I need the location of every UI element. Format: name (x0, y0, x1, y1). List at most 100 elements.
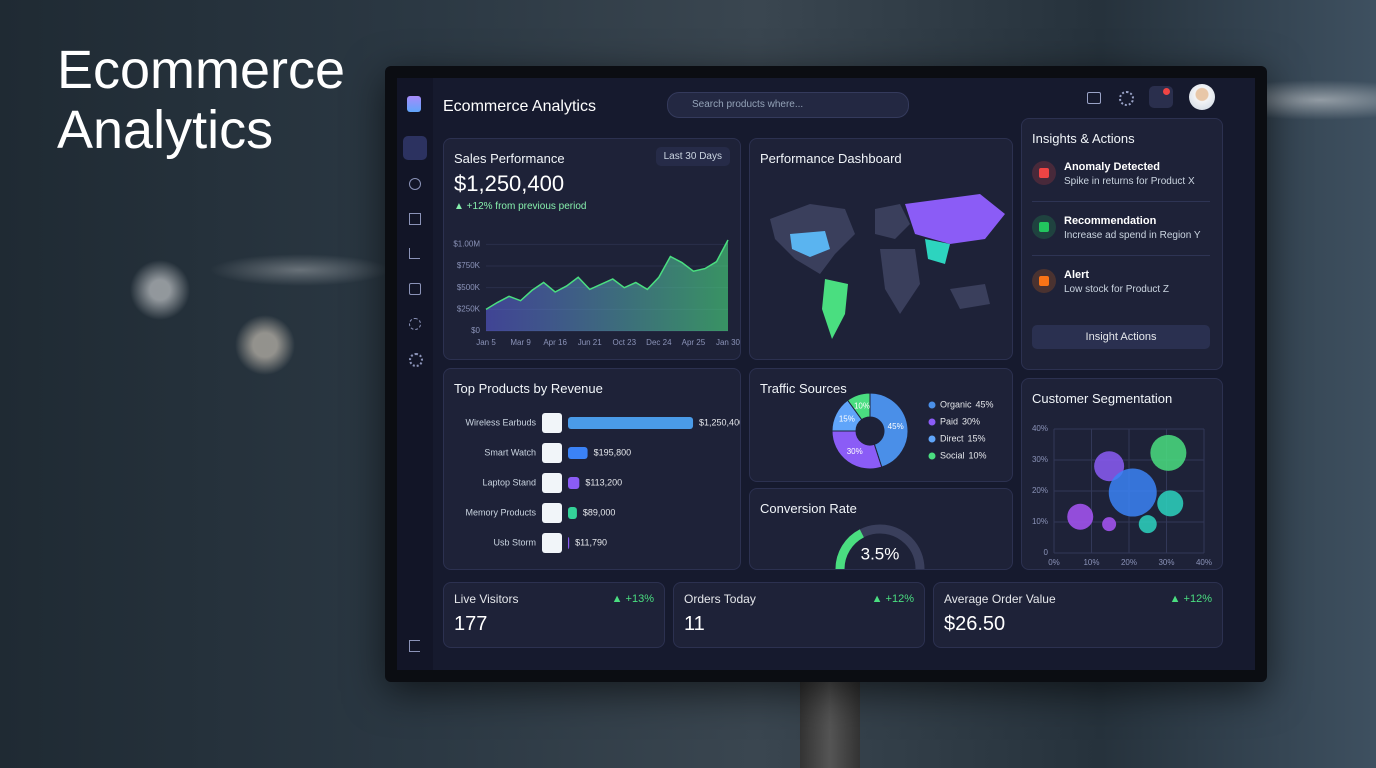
panel-title: Insights & Actions (1032, 131, 1135, 146)
sales-panel: Sales Performance Last 30 Days $1,250,40… (443, 138, 741, 360)
x-tick-label: Apr 16 (543, 338, 567, 347)
insight-title: Anomaly Detected (1064, 161, 1160, 173)
category-label: Smart Watch (484, 447, 536, 457)
settings-button[interactable] (1119, 91, 1134, 106)
insight-dot (1039, 168, 1049, 178)
insight-icon (1032, 269, 1056, 293)
y-tick-label: 30% (1032, 455, 1048, 464)
traffic-panel: Traffic Sources 45% Organic 45% 30% Paid 30% 1… (749, 368, 1013, 482)
bar-chart: Wireless Earbuds $1,250,400 Smart Watch $19… (465, 413, 740, 553)
nav-icon[interactable] (409, 283, 421, 295)
panel-title: Traffic Sources (760, 381, 847, 396)
nav-dashboard[interactable] (403, 136, 427, 160)
slice-label: 45% (888, 422, 904, 431)
kpi-value: $26.50 (944, 613, 1006, 635)
value-label: $195,800 (594, 447, 632, 457)
x-tick-label: 0% (1048, 558, 1060, 567)
nav-icon[interactable] (409, 318, 421, 330)
bubble (1138, 515, 1157, 534)
legend-value: 10% (969, 450, 987, 460)
nav-icon[interactable] (409, 178, 421, 190)
kpi-value: 177 (454, 613, 488, 635)
bar (568, 507, 577, 519)
product-thumbnail (542, 443, 562, 463)
kpi-label: Average Order Value (944, 592, 1056, 606)
insights-panel: Insights & Actions Insight Actions Anoma… (1021, 118, 1223, 370)
slice-label: 10% (854, 401, 870, 410)
y-tick-label: 0 (1044, 548, 1049, 557)
legend-label: Paid (940, 416, 958, 426)
product-thumbnail (542, 533, 562, 553)
logo (407, 96, 421, 112)
gauge-value: 3.5% (861, 544, 900, 563)
insight-text: Spike in returns for Product X (1064, 176, 1195, 187)
kpi-card: Average Order Value $26.50 ▲ +12% (933, 582, 1223, 648)
bubble-chart: 0 10% 20% 30% 40% 0% 10% 20% 30% 40% (1032, 424, 1212, 567)
category-label: Memory Products (465, 507, 536, 517)
x-tick-label: 10% (1083, 558, 1099, 567)
nav-icon[interactable] (409, 248, 420, 259)
bubble (1157, 490, 1184, 517)
calendar-button[interactable] (1087, 92, 1101, 104)
monitor-stand (800, 682, 860, 768)
x-tick-label: 20% (1121, 558, 1137, 567)
x-tick-label: Dec 24 (646, 338, 672, 347)
nav-logout[interactable] (409, 640, 420, 652)
search-box[interactable]: Search products where... (667, 92, 909, 118)
screen: Ecommerce Analytics Search products wher… (397, 78, 1255, 670)
category-label: Laptop Stand (482, 477, 536, 487)
sidebar (397, 78, 433, 670)
slice-label: 30% (847, 447, 863, 456)
heading: Ecommerce Analytics (57, 40, 346, 160)
insight-text: Low stock for Product Z (1064, 284, 1170, 295)
kpi-card: Orders Today 11 ▲ +12% (673, 582, 925, 648)
bar (568, 537, 570, 549)
nav-icon[interactable] (409, 213, 421, 225)
insight-dot (1039, 276, 1049, 286)
kpi-change: ▲ +12% (1169, 593, 1212, 605)
insights-button[interactable]: Insight Actions (1032, 325, 1210, 349)
avatar[interactable] (1189, 84, 1215, 110)
y-tick-label: $500K (457, 283, 481, 292)
value-label: $89,000 (583, 507, 616, 517)
insight-title: Alert (1064, 269, 1090, 281)
bubble (1067, 503, 1094, 530)
legend-value: 15% (968, 433, 986, 443)
notification-badge (1163, 88, 1170, 95)
map-panel: Performance Dashboard (749, 138, 1013, 360)
area (486, 240, 728, 331)
bubble (1102, 517, 1117, 532)
product-thumbnail (542, 413, 562, 433)
donut-chart: 45% Organic 45% 30% Paid 30% 15% Direct 15% 10% So… (831, 392, 994, 470)
x-tick-label: 40% (1196, 558, 1212, 567)
x-tick-label: Jun 21 (578, 338, 603, 347)
legend-label: Direct (940, 433, 964, 443)
x-tick-label: Jan 30 (716, 338, 740, 347)
product-thumbnail (542, 473, 562, 493)
range-dropdown[interactable]: Last 30 Days (655, 147, 730, 166)
panel-title: Customer Segmentation (1032, 391, 1173, 406)
y-tick-label: $250K (457, 304, 481, 313)
notifications-button[interactable] (1149, 86, 1173, 108)
kpi-value: 11 (684, 613, 705, 635)
bubble (1094, 451, 1125, 482)
app-title: Ecommerce Analytics (443, 98, 596, 115)
bubble (1108, 468, 1157, 517)
world-map (770, 194, 1005, 339)
y-tick-label: 20% (1032, 486, 1048, 495)
x-tick-label: Mar 9 (510, 338, 531, 347)
legend-value: 30% (962, 416, 980, 426)
sales-chart: $0 $250K $500K $750K $1.00M Jan 5 Mar 9 Apr 16 J… (453, 239, 740, 347)
y-tick-label: $1.00M (453, 239, 480, 248)
sales-total: $1,250,400 (454, 171, 565, 196)
value-label: $11,790 (575, 537, 607, 547)
y-tick-label: 40% (1032, 424, 1048, 433)
legend-label: Social (940, 450, 965, 460)
kpi-label: Orders Today (684, 592, 756, 606)
divider (1032, 255, 1210, 256)
category-label: Usb Storm (493, 537, 536, 547)
segmentation-panel: Customer Segmentation 0 10% 20% 30% 40% 0% 10%… (1021, 378, 1223, 570)
value-label: $113,200 (585, 477, 622, 487)
nav-settings[interactable] (409, 353, 423, 367)
kpi-label: Live Visitors (454, 592, 519, 606)
